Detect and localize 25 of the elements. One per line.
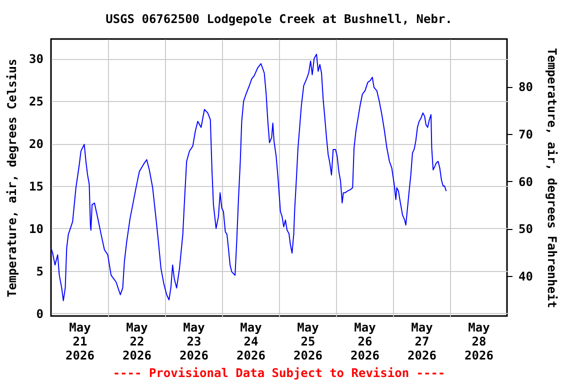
y-tick-label: 0: [36, 306, 44, 321]
y-tick-label: 5: [36, 264, 44, 278]
x-tick-label: May 21 2026: [66, 320, 94, 362]
y-tick-label: 15: [29, 179, 44, 194]
y2-axis-title: Temperature, air, degrees Fahrenheit: [544, 48, 559, 308]
chart-title: USGS 06762500 Lodgepole Creek at Bushnell, Nebr.: [104, 12, 454, 26]
y2-tick-label: 60: [518, 174, 533, 189]
x-tick-label: May 27 2026: [408, 320, 436, 362]
y-axis-title: Temperature, air, degrees Celsius: [5, 58, 20, 298]
y-tick-label: 25: [29, 94, 44, 109]
line-series: [50, 54, 447, 302]
x-tick-label: May 28 2026: [464, 320, 494, 362]
y-tick-label: 20: [29, 137, 44, 152]
y2-tick-label: 50: [518, 222, 533, 236]
x-tick-label: May 24 2026: [236, 320, 266, 362]
y2-tick-label: 80: [518, 80, 533, 94]
x-tick-label: May 26 2026: [350, 320, 380, 362]
y-tick-label: 10: [29, 222, 44, 236]
x-tick-label: May 22 2026: [122, 320, 152, 362]
y2-tick-label: 70: [518, 128, 533, 142]
x-tick-label: May 25 2026: [294, 320, 322, 362]
text: ---- Provisional Data Subject to Revision ----: [112, 366, 446, 380]
x-tick-label: May 23 2026: [180, 320, 208, 362]
y2-tick-label: 40: [518, 269, 533, 284]
y-tick-label: 30: [29, 52, 44, 66]
